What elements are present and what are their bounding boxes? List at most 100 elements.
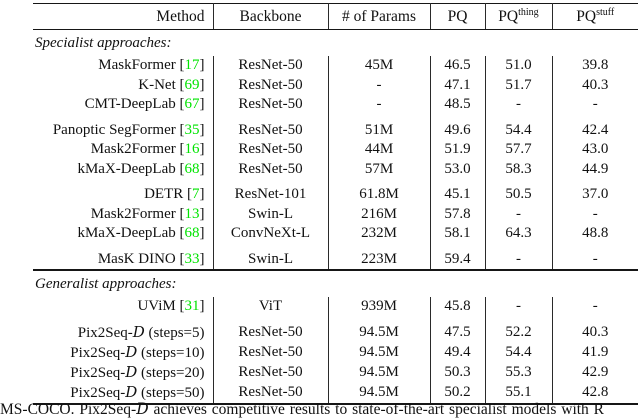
section-label-row: Specialist approaches: (33, 30, 638, 57)
backbone-cell: ViT (212, 297, 328, 317)
caption-text-after: achieves competitive results to state-of… (148, 401, 605, 418)
backbone-cell: ResNet-50 (212, 75, 328, 95)
pq-cell: 45.1 (429, 179, 485, 205)
pq-thing-cell: 52.2 (484, 316, 552, 343)
method-name-prefix: Pix2Seq- (70, 364, 126, 381)
pq-stuff-cell: - (551, 204, 638, 224)
table-row: UViM [31] ViT 939M 45.8- - (33, 297, 638, 317)
method-name-prefix: Pix2Seq- (70, 384, 126, 401)
pq-cell: 58.1 (429, 224, 485, 244)
col-header-pq: PQ (429, 3, 485, 30)
pq-stuff-cell: 37.0 (551, 179, 638, 205)
params-cell: 94.5M (327, 316, 430, 343)
table-body: Specialist approaches: MaskFormer [17] Res… (33, 30, 638, 404)
pq-thing-cell: 55.3 (484, 362, 552, 383)
col-header-backbone: Backbone (212, 3, 328, 30)
citation-link[interactable]: 13 (184, 205, 200, 222)
params-cell: 939M (327, 297, 430, 317)
citation-link[interactable]: 33 (184, 250, 200, 267)
method-cell: MasK DINO [33] (97, 250, 205, 267)
backbone-cell: ResNet-50 (212, 95, 328, 115)
method-script-d: D (125, 342, 138, 361)
method-name-prefix: Pix2Seq- (77, 324, 133, 341)
pq-cell: 50.3 (429, 362, 485, 383)
results-table-wrap: Method Backbone # of Params PQ PQthing PQstuf… (33, 3, 638, 405)
pq-stuff-cell: 42.8 (551, 382, 638, 404)
citation-link[interactable]: 7 (192, 186, 200, 203)
pq-thing-cell: 51.0 (484, 56, 552, 76)
method-name: MaskFormer (98, 57, 176, 74)
table-row: Pix2Seq-D (steps=5) ResNet-50 94.5M 47.5 52.… (33, 316, 638, 343)
method-script-d: D (125, 382, 138, 401)
method-cell: Mask2Former [16] (90, 141, 205, 158)
pq-thing-cell: - (484, 95, 552, 115)
col-header-label: PQ (576, 8, 597, 25)
method-cell: Pix2Seq-D (steps=20) (33, 363, 213, 383)
method-cell: Pix2Seq-D (steps=10) (33, 343, 213, 363)
pq-stuff-cell: - (551, 297, 638, 317)
backbone-cell: ResNet-50 (212, 382, 328, 404)
backbone-cell: ResNet-50 (212, 159, 328, 179)
backbone-cell: Swin-L (212, 204, 328, 224)
params-cell: 223M (327, 243, 430, 270)
pq-thing-cell: 57.7 (484, 140, 552, 160)
params-cell: 44M (327, 140, 430, 160)
method-name: kMaX-DeepLab (77, 160, 176, 177)
table-row: Pix2Seq-D (steps=20) ResNet-50 94.5M 50.3 55… (33, 362, 638, 383)
method-name: DETR (144, 186, 184, 203)
method-cell: DETR [7] (144, 186, 205, 203)
table-row: Panoptic SegFormer [35] ResNet-50 51M 49.6 5… (33, 114, 638, 140)
table-row: kMaX-DeepLab [68] ConvNeXt-L 232M 58.1 64.3 4… (33, 224, 638, 244)
backbone-cell: ResNet-50 (212, 56, 328, 76)
pq-stuff-cell: 44.9 (551, 159, 638, 179)
method-name: Mask2Former (90, 205, 176, 222)
section-label: Specialist approaches: (35, 35, 172, 51)
citation-link[interactable]: 68 (184, 225, 200, 242)
citation-link[interactable]: 17 (184, 57, 200, 74)
col-header-sup: thing (518, 6, 539, 18)
table-row: Mask2Former [13] Swin-L 216M 57.8- - (33, 204, 638, 224)
citation-link[interactable]: 35 (184, 121, 200, 138)
col-header-label: PQ (498, 8, 519, 25)
method-cell: Mask2Former [13] (90, 205, 205, 222)
pq-stuff-cell: 41.9 (551, 342, 638, 363)
pq-stuff-cell: 42.9 (551, 362, 638, 383)
backbone-cell: ResNet-50 (212, 316, 328, 343)
table-row: CMT-DeepLab [67] ResNet-50-48.5- - (33, 95, 638, 115)
backbone-cell: ResNet-50 (212, 362, 328, 383)
method-name: CMT-DeepLab (84, 96, 176, 113)
citation-link[interactable]: 16 (184, 141, 200, 158)
table-row: Pix2Seq-D (steps=50) ResNet-50 94.5M 50.2 55… (33, 382, 638, 404)
params-cell: - (327, 75, 430, 95)
table-row: K-Net [69] ResNet-50-47.1 51.7 40.3 (33, 75, 638, 95)
citation-link[interactable]: 69 (184, 76, 200, 93)
params-cell: 57M (327, 159, 430, 179)
pq-cell: 49.4 (429, 342, 485, 363)
col-header-method: Method (33, 3, 213, 30)
method-cell: kMaX-DeepLab [68] (77, 160, 205, 177)
section-label-row: Generalist approaches: (33, 269, 638, 297)
params-cell: 94.5M (327, 382, 430, 404)
caption-script-d: D (136, 400, 149, 418)
method-name-suffix: (steps=5) (144, 324, 205, 341)
col-header-pq-thing: PQthing (484, 3, 552, 30)
pq-thing-cell: 54.4 (484, 342, 552, 363)
pq-cell: 51.9 (429, 140, 485, 160)
citation-link[interactable]: 68 (184, 160, 200, 177)
method-name-prefix: Pix2Seq- (70, 344, 126, 361)
pq-cell: 47.5 (429, 316, 485, 343)
table-row: Mask2Former [16] ResNet-50 44M 51.9 57.7 43.0 (33, 140, 638, 160)
pq-cell: 45.8 (429, 297, 485, 317)
pq-thing-cell: 54.4 (484, 114, 552, 140)
method-name-suffix: (steps=50) (137, 384, 205, 401)
params-cell: 51M (327, 114, 430, 140)
table-row: kMaX-DeepLab [68] ResNet-50 57M 53.0 58.3 44.… (33, 159, 638, 179)
params-cell: 232M (327, 224, 430, 244)
table-header: Method Backbone # of Params PQ PQthing PQstuf… (33, 3, 638, 30)
pq-stuff-cell: 40.3 (551, 316, 638, 343)
params-cell: 61.8M (327, 179, 430, 205)
citation-link[interactable]: 31 (184, 298, 200, 315)
pq-thing-cell: - (484, 297, 552, 317)
citation-link[interactable]: 67 (184, 96, 200, 113)
pq-stuff-cell: - (551, 95, 638, 115)
